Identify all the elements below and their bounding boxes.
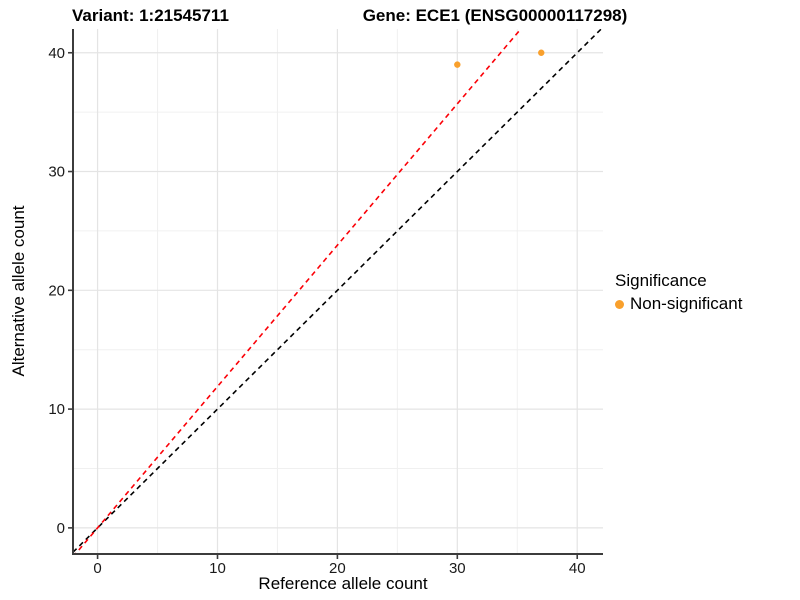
- data-point: [538, 49, 545, 56]
- legend-item-label: Non-significant: [630, 294, 743, 313]
- x-axis-title: Reference allele count: [258, 574, 428, 593]
- legend-title: Significance: [615, 271, 707, 290]
- legend-item: Non-significant: [615, 294, 742, 314]
- legend: Significance Non-significant: [615, 271, 742, 314]
- y-tick-label: 20: [48, 282, 65, 299]
- x-tick-label: 0: [93, 560, 101, 577]
- y-tick-label: 30: [48, 164, 65, 181]
- y-tick-label: 10: [48, 401, 65, 418]
- x-tick-label: 10: [209, 560, 226, 577]
- abline-group: [72, 29, 603, 555]
- allelic-ratio-line: [73, 29, 522, 555]
- y-tick-label: 40: [48, 45, 65, 62]
- legend-point-swatch: [615, 299, 624, 309]
- x-tick-label: 30: [449, 560, 466, 577]
- x-tick-label: 40: [569, 560, 586, 577]
- x-tick-label: 20: [329, 560, 346, 577]
- data-point: [454, 61, 461, 68]
- gene-title: Gene: ECE1 (ENSG00000117298): [362, 6, 628, 25]
- y-tick-label: 0: [57, 520, 65, 537]
- y-axis-title: Alternative allele count: [9, 205, 28, 377]
- identity-line: [72, 29, 603, 553]
- variant-title: Variant: 1:21545711: [72, 6, 229, 25]
